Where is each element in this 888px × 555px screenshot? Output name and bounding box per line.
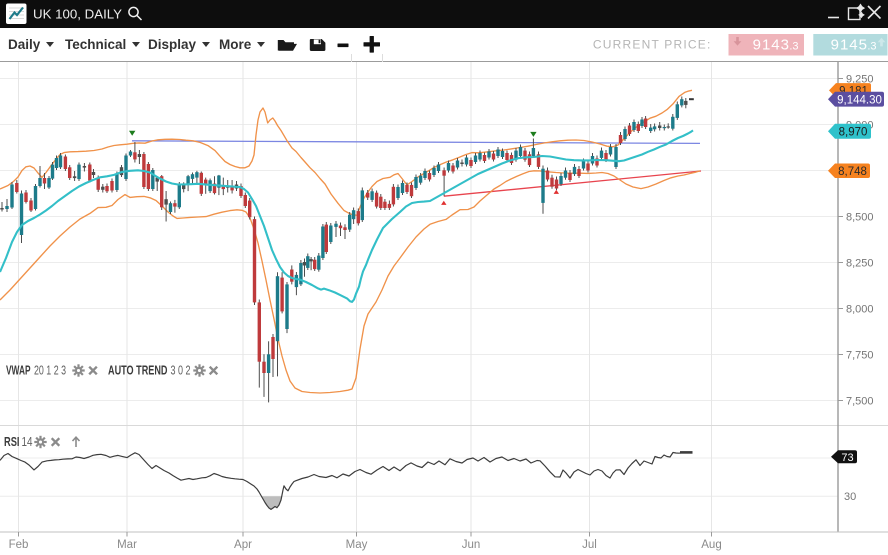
svg-text:8,500: 8,500	[846, 212, 874, 224]
svg-text:8,970: 8,970	[839, 126, 868, 138]
svg-text:9,144.30: 9,144.30	[837, 94, 882, 106]
svg-text:7,500: 7,500	[846, 396, 874, 408]
svg-text:Feb: Feb	[9, 539, 29, 551]
svg-text:3 0 2: 3 0 2	[171, 364, 191, 378]
svg-text:Aug: Aug	[701, 539, 721, 551]
svg-text:CURRENT PRICE:: CURRENT PRICE:	[593, 38, 712, 52]
svg-text:30: 30	[844, 491, 856, 503]
svg-text:RSI: RSI	[4, 435, 20, 449]
svg-text:73: 73	[841, 452, 853, 464]
svg-text:Apr: Apr	[234, 539, 252, 551]
svg-text:9143: 9143	[753, 37, 790, 54]
svg-text:14: 14	[22, 435, 33, 449]
svg-text:7,750: 7,750	[846, 350, 874, 362]
svg-text:.3: .3	[867, 41, 876, 53]
svg-text:9145: 9145	[831, 37, 868, 54]
svg-text:9,250: 9,250	[846, 74, 874, 86]
svg-text:UK 100, DAILY: UK 100, DAILY	[33, 8, 123, 22]
svg-text:8,250: 8,250	[846, 258, 874, 270]
svg-text:AUTO TREND: AUTO TREND	[108, 364, 168, 378]
svg-text:20 1 2 3: 20 1 2 3	[34, 364, 66, 378]
svg-text:Jun: Jun	[462, 539, 481, 551]
svg-text:8,000: 8,000	[846, 304, 874, 316]
svg-text:Mar: Mar	[117, 539, 137, 551]
svg-text:Jul: Jul	[582, 539, 597, 551]
svg-text:VWAP: VWAP	[6, 364, 31, 378]
svg-text:May: May	[346, 539, 368, 551]
svg-text:.3: .3	[789, 41, 798, 53]
svg-text:8,748: 8,748	[838, 166, 867, 178]
